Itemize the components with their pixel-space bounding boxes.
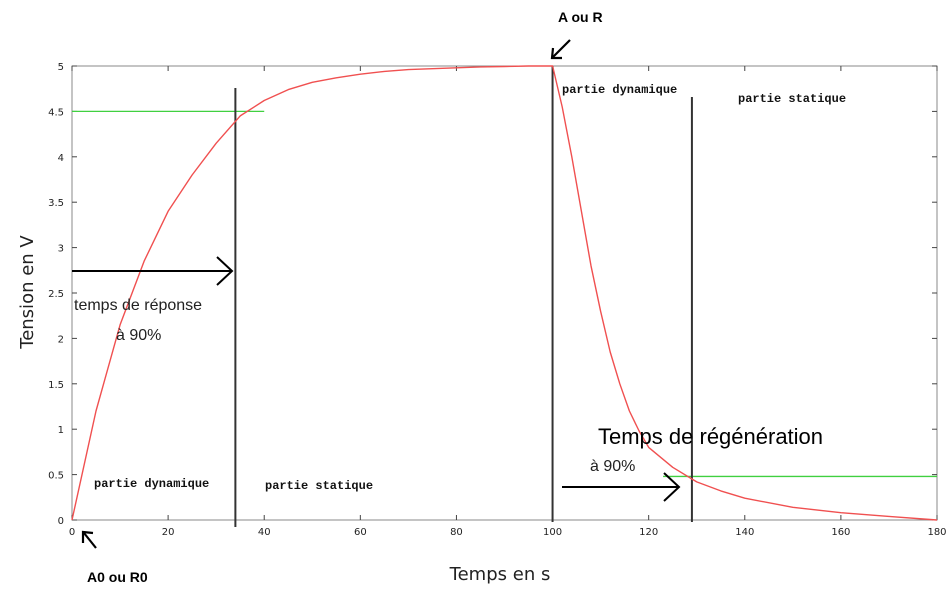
x-tick-label: 0 xyxy=(69,527,75,538)
y-tick-label: 3.5 xyxy=(48,198,64,209)
y-tick-label: 0.5 xyxy=(48,471,64,482)
plot-frame xyxy=(71,65,938,521)
origin-point-label: A0 ou R0 xyxy=(87,569,148,585)
origin-point-arrow xyxy=(81,530,97,549)
y-tick-label: 0 xyxy=(58,516,64,527)
top-point-arrow xyxy=(550,39,571,60)
zone-label-fall-dynamic: partie dynamique xyxy=(562,83,677,97)
x-axis-label: Temps en s xyxy=(449,564,551,585)
response-time-label: temps de réponse xyxy=(74,297,202,314)
regen-time-arrow xyxy=(562,472,681,502)
y-tick-label: 5 xyxy=(58,62,64,73)
top-point-label: A ou R xyxy=(558,9,603,25)
y-tick-label: 4 xyxy=(58,153,64,164)
x-tick-label: 160 xyxy=(831,527,850,538)
response-time-percent: à 90% xyxy=(116,327,161,344)
y-tick-label: 2.5 xyxy=(48,289,64,300)
series-line-0 xyxy=(71,65,938,521)
y-tick-label: 1.5 xyxy=(48,380,64,391)
axis-ticks: 0 20 40 60 80 100 120 140 160 180 0 0.5 1 1.5 2 2.5 3 3.5… xyxy=(48,62,946,538)
x-tick-label: 20 xyxy=(162,527,175,538)
response-time-arrow xyxy=(72,256,234,286)
zone-label-fall-static: partie statique xyxy=(738,92,846,106)
x-tick-label: 100 xyxy=(543,527,562,538)
zone-label-rise-static: partie statique xyxy=(265,479,373,493)
reference-lines xyxy=(72,110,937,478)
series-layer xyxy=(71,65,938,521)
y-tick-label: 3 xyxy=(58,244,64,255)
regen-time-percent: à 90% xyxy=(590,458,635,475)
x-tick-label: 40 xyxy=(258,527,271,538)
y-axis-label: Tension en V xyxy=(17,235,38,350)
x-tick-label: 140 xyxy=(735,527,754,538)
regen-time-label: Temps de régénération xyxy=(598,424,823,449)
x-tick-label: 60 xyxy=(354,527,367,538)
vertical-lines xyxy=(234,66,693,527)
y-tick-label: 4.5 xyxy=(48,107,64,118)
x-tick-label: 120 xyxy=(639,527,658,538)
x-tick-label: 180 xyxy=(927,527,946,538)
zone-label-rise-dynamic: partie dynamique xyxy=(94,477,209,491)
y-tick-label: 1 xyxy=(58,425,64,436)
plot-area-border xyxy=(71,65,938,521)
y-tick-label: 2 xyxy=(58,334,64,345)
x-tick-label: 80 xyxy=(450,527,463,538)
